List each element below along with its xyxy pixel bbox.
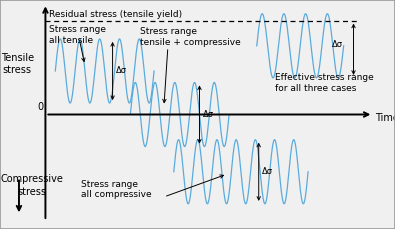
Text: Residual stress (tensile yield): Residual stress (tensile yield) — [49, 11, 182, 19]
Text: Δσ: Δσ — [332, 40, 343, 49]
Text: Time: Time — [375, 113, 395, 123]
Text: Effective stress range
for all three cases: Effective stress range for all three cas… — [275, 73, 373, 93]
Text: Compressive
stress: Compressive stress — [1, 174, 64, 197]
Text: Stress range
tensile + compressive: Stress range tensile + compressive — [140, 27, 241, 47]
Text: Δσ: Δσ — [203, 110, 214, 119]
Text: Stress range
all tensile: Stress range all tensile — [49, 25, 106, 45]
Text: Tensile
stress: Tensile stress — [1, 53, 34, 75]
Text: Δσ: Δσ — [262, 167, 273, 176]
Text: 0: 0 — [37, 102, 43, 112]
Text: Δσ: Δσ — [116, 66, 127, 76]
Text: Stress range
all compressive: Stress range all compressive — [81, 180, 152, 199]
